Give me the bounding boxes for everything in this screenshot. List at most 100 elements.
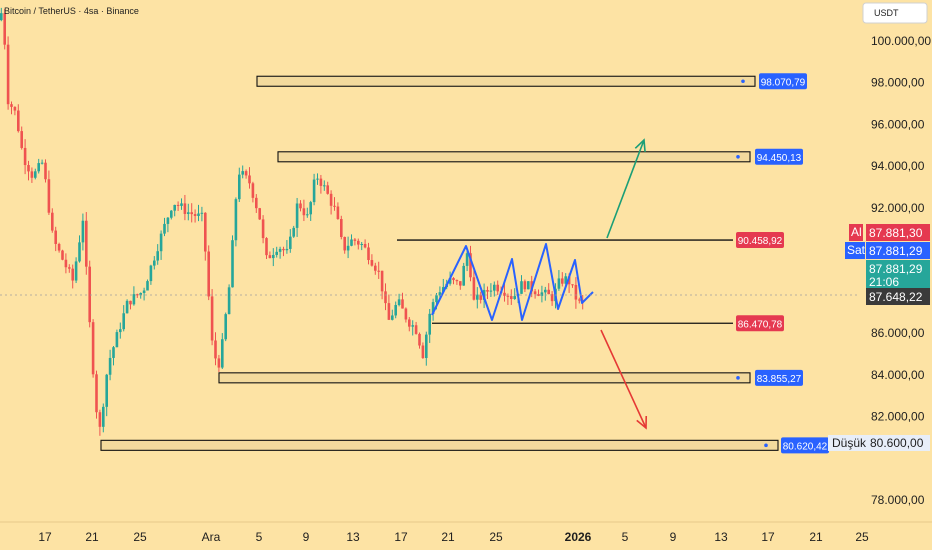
candle-body	[85, 220, 88, 267]
candle-body	[472, 277, 476, 300]
x-tick-label: 9	[303, 530, 310, 544]
price-zone[interactable]	[277, 151, 751, 163]
candle-body	[261, 219, 265, 239]
candle-body	[3, 13, 6, 45]
candle-body	[278, 248, 282, 252]
bearish-arrow[interactable]	[600, 329, 647, 429]
candle-body	[231, 240, 234, 288]
x-tick-label: 2026	[565, 530, 592, 544]
candle-body	[411, 325, 414, 327]
candle-body	[299, 203, 302, 209]
candle-body	[397, 299, 401, 306]
candle-body	[306, 214, 309, 216]
bullish-arrow[interactable]	[606, 139, 645, 239]
candle-body	[122, 313, 125, 330]
candle-body	[408, 319, 411, 327]
candle-body	[183, 203, 187, 214]
zone-anchor-point[interactable]	[764, 443, 768, 448]
al-price-value: 87.881,30	[869, 226, 923, 240]
candle-body	[343, 237, 346, 251]
candle-body	[163, 223, 166, 234]
zone-anchor-point[interactable]	[736, 376, 740, 380]
candle-body	[64, 259, 68, 268]
candle-body	[200, 212, 204, 214]
last-price-tag	[866, 260, 930, 290]
x-tick-label: 17	[38, 530, 52, 544]
candle-body	[476, 294, 479, 300]
candle-body	[523, 281, 527, 290]
candle-body	[510, 296, 513, 299]
range-price-tag	[736, 315, 784, 332]
candle-body	[210, 296, 214, 341]
x-tick-label: 13	[346, 530, 360, 544]
candle-body	[258, 208, 261, 220]
y-tick-label: 86.000,00	[871, 326, 925, 340]
x-tick-label: 5	[622, 530, 629, 544]
candle-body	[17, 110, 20, 132]
candle-body	[37, 163, 40, 172]
candle-body	[360, 243, 363, 245]
candle-body	[176, 204, 180, 206]
zone-anchor-point[interactable]	[736, 154, 740, 159]
candle-body	[88, 266, 91, 323]
candle-body	[40, 162, 44, 164]
currency-button[interactable]	[862, 2, 928, 24]
zone-anchor-point[interactable]	[741, 79, 745, 84]
al-tag[interactable]	[849, 224, 863, 241]
price-zone[interactable]	[256, 75, 756, 87]
currency-button-label: USDT	[874, 8, 899, 18]
candle-body	[537, 294, 540, 296]
y-tick-label: 98.000,00	[871, 76, 925, 90]
candle-body	[350, 239, 353, 246]
candle-body	[51, 212, 54, 231]
candle-body	[479, 294, 482, 300]
candle-body	[54, 230, 57, 244]
candle-body	[418, 333, 421, 346]
candle-body	[329, 193, 333, 206]
candle-body	[421, 345, 425, 358]
candle-body	[540, 292, 544, 296]
price-zone[interactable]	[100, 439, 779, 451]
candle-body	[275, 251, 278, 255]
candle-body	[377, 270, 380, 272]
zone-price-label: 83.855,27	[757, 374, 802, 385]
candle-body	[401, 299, 404, 309]
price-zone[interactable]	[218, 372, 751, 384]
candle-body	[146, 281, 149, 291]
candle-body	[57, 243, 61, 251]
candle-body	[384, 291, 387, 304]
zone-price-label: 98.070,79	[761, 77, 806, 88]
candle-body	[452, 278, 455, 281]
zone-price-tag	[755, 148, 803, 165]
candle-body	[425, 334, 428, 358]
candle-body	[193, 214, 197, 216]
candle-body	[394, 305, 397, 316]
candle-body	[30, 171, 34, 178]
candle-body	[139, 293, 142, 296]
candle-body	[61, 250, 64, 260]
candle-body	[241, 171, 244, 175]
candle-body	[207, 251, 210, 297]
x-tick-label: 21	[441, 530, 455, 544]
candle-body	[292, 227, 295, 237]
sat-label: Sat	[847, 243, 866, 257]
al-price-tag	[866, 224, 930, 241]
candle-body	[462, 265, 465, 286]
chart-title: Bitcoin / TetherUS · 4sa · Binance	[4, 6, 139, 16]
candle-body	[309, 202, 312, 215]
candle-body	[285, 248, 289, 251]
bearish-arrow-head	[636, 415, 648, 430]
candle-body	[227, 287, 231, 315]
bar-countdown: 21:06	[869, 275, 899, 289]
candle-body	[159, 233, 163, 252]
candle-body	[550, 294, 554, 302]
candle-body	[367, 247, 370, 261]
candle-body	[0, 13, 3, 21]
candle-body	[34, 171, 37, 178]
sat-tag[interactable]	[845, 242, 865, 259]
zone-price-label: 94.450,13	[757, 153, 802, 164]
zigzag-pattern[interactable]	[431, 243, 594, 321]
candle-body	[238, 174, 241, 200]
